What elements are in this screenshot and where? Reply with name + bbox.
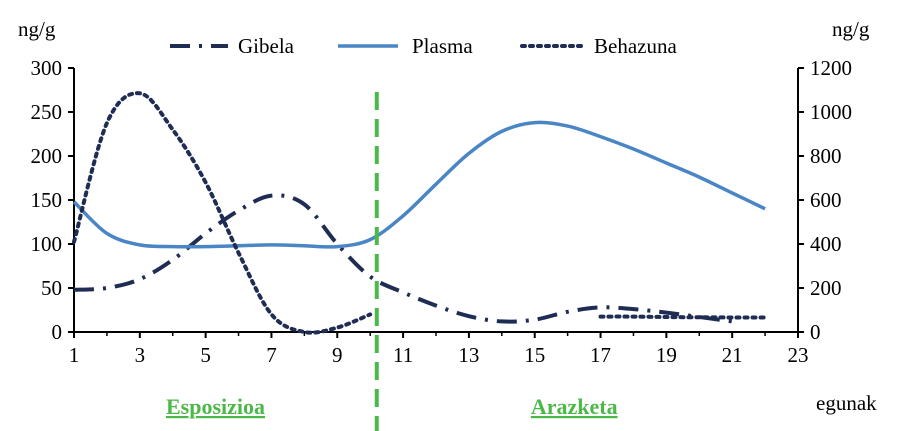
series-line-behazuna [598,314,768,320]
legend-label-behazuna: Behazuna [594,34,677,58]
y-left-axis: 0 50 100 150 200 250 300 [31,56,74,344]
x-tick-label: 1 [69,343,80,367]
legend-label-plasma: Plasma [412,34,473,58]
y-right-tick-label: 400 [810,232,842,256]
y-left-tick-label: 0 [52,320,63,344]
x-tick-label: 17 [590,343,611,367]
phases: Esposizioa Arazketa [166,92,618,431]
x-tick-label: 21 [722,343,743,367]
y-left-tick-label: 250 [31,100,63,124]
x-axis-label: egunak [816,391,877,415]
y-left-tick-label: 200 [31,144,63,168]
y-left-tick-label: 50 [41,276,62,300]
phase-label-esposizioa: Esposizioa [166,394,265,419]
y-right-tick-label: 800 [810,144,842,168]
x-tick-label: 9 [332,343,343,367]
y-right-tick-label: 1200 [810,56,852,80]
y-left-tick-label: 100 [31,232,63,256]
right-axis-unit: ng/g [832,17,870,41]
x-tick-label: 7 [266,343,277,367]
y-left-tick-label: 300 [31,56,63,80]
y-right-tick-label: 0 [810,320,821,344]
legend-label-gibela: Gibela [238,34,295,58]
y-right-tick-label: 600 [810,188,842,212]
left-axis-unit: ng/g [18,17,56,41]
y-left-tick-label: 150 [31,188,63,212]
y-right-axis: 0 200 400 600 800 1000 1200 [798,56,852,344]
x-tick-label: 5 [200,343,211,367]
x-tick-label: 3 [135,343,146,367]
x-axis: 1 3 5 7 9 11 13 15 17 19 21 23 [69,332,809,367]
y-right-tick-label: 200 [810,276,842,300]
x-tick-label: 23 [788,343,809,367]
series-line-plasma [72,120,766,249]
y-right-tick-label: 1000 [810,100,852,124]
legend: Gibela Plasma Behazuna [170,34,677,58]
x-tick-label: 13 [458,343,479,367]
series-line-behazuna [72,91,373,335]
series-line-gibela [73,193,733,324]
x-tick-label: 11 [393,343,413,367]
x-tick-label: 19 [656,343,677,367]
phase-label-arazketa: Arazketa [531,394,618,419]
plot-lines [72,68,799,335]
x-tick-label: 15 [524,343,545,367]
